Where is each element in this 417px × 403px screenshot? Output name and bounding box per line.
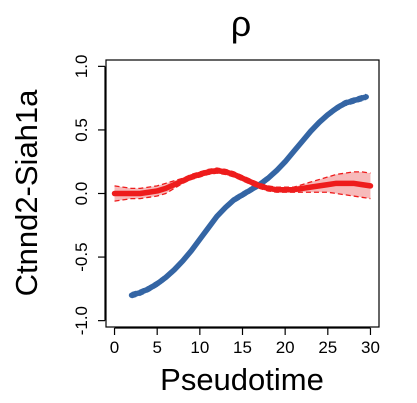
- y-tick-label: 0.5: [72, 118, 91, 142]
- x-tick-label: 5: [152, 338, 161, 357]
- series-1: [128, 93, 369, 299]
- series-line: [128, 94, 369, 298]
- band-lower-edge: [131, 98, 367, 299]
- x-tick-label: 20: [276, 338, 295, 357]
- plot-area: [105, 59, 380, 328]
- y-tick-label: 0.0: [72, 182, 91, 206]
- confidence-band: [131, 94, 367, 298]
- x-tick-label: 25: [318, 338, 337, 357]
- chart-title: ρ: [231, 3, 251, 44]
- x-tick-label: 30: [361, 338, 380, 357]
- y-tick-label: -1.0: [72, 306, 91, 335]
- x-tick-label: 10: [190, 338, 209, 357]
- series-layer: [111, 93, 374, 299]
- series-line: [111, 167, 374, 197]
- y-axis: -1.0 -0.5 0.0 0.5 1.0: [72, 55, 106, 335]
- x-axis-title: Pseudotime: [160, 362, 324, 397]
- x-tick-label: 0: [110, 338, 119, 357]
- x-tick-label: 15: [233, 338, 252, 357]
- band-lower-edge: [114, 172, 371, 202]
- plot-frame: [105, 59, 380, 328]
- y-axis-title: Ctnnd2-Siah1a: [9, 89, 44, 297]
- series-2: [111, 167, 374, 202]
- x-axis: 0 5 10 15 20 25 30: [110, 327, 380, 357]
- y-tick-label: -0.5: [72, 242, 91, 271]
- y-tick-label: 1.0: [72, 55, 91, 79]
